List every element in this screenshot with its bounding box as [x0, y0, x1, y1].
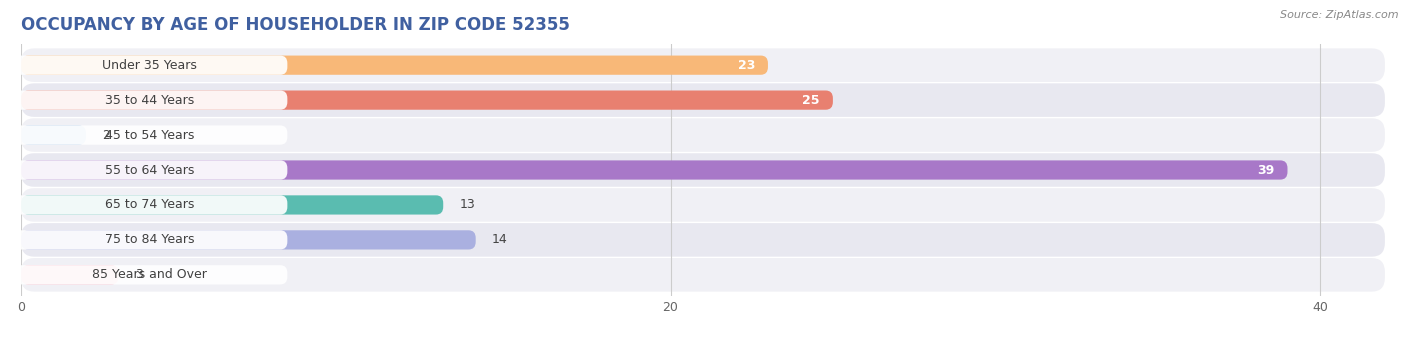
Text: 23: 23	[738, 59, 755, 72]
Text: 2: 2	[103, 129, 110, 141]
FancyBboxPatch shape	[11, 55, 287, 75]
Text: 25: 25	[803, 94, 820, 107]
FancyBboxPatch shape	[11, 90, 287, 110]
Text: 85 Years and Over: 85 Years and Over	[91, 268, 207, 281]
Text: 75 to 84 Years: 75 to 84 Years	[104, 233, 194, 246]
Text: 55 to 64 Years: 55 to 64 Years	[104, 164, 194, 176]
FancyBboxPatch shape	[21, 195, 443, 215]
FancyBboxPatch shape	[21, 258, 1385, 292]
FancyBboxPatch shape	[11, 195, 287, 215]
FancyBboxPatch shape	[11, 160, 287, 180]
FancyBboxPatch shape	[11, 125, 287, 144]
Text: Source: ZipAtlas.com: Source: ZipAtlas.com	[1281, 10, 1399, 20]
FancyBboxPatch shape	[21, 230, 475, 250]
FancyBboxPatch shape	[21, 265, 118, 285]
FancyBboxPatch shape	[11, 265, 287, 285]
FancyBboxPatch shape	[21, 118, 1385, 152]
Text: Under 35 Years: Under 35 Years	[101, 59, 197, 72]
FancyBboxPatch shape	[21, 90, 832, 110]
FancyBboxPatch shape	[21, 153, 1385, 187]
Text: 3: 3	[135, 268, 142, 281]
Text: 13: 13	[460, 199, 475, 211]
FancyBboxPatch shape	[21, 48, 1385, 82]
Text: 65 to 74 Years: 65 to 74 Years	[104, 199, 194, 211]
FancyBboxPatch shape	[11, 230, 287, 250]
FancyBboxPatch shape	[21, 83, 1385, 117]
Text: 35 to 44 Years: 35 to 44 Years	[104, 94, 194, 107]
Text: OCCUPANCY BY AGE OF HOUSEHOLDER IN ZIP CODE 52355: OCCUPANCY BY AGE OF HOUSEHOLDER IN ZIP C…	[21, 16, 569, 34]
FancyBboxPatch shape	[21, 223, 1385, 257]
FancyBboxPatch shape	[21, 188, 1385, 222]
FancyBboxPatch shape	[21, 55, 768, 75]
Text: 45 to 54 Years: 45 to 54 Years	[104, 129, 194, 141]
FancyBboxPatch shape	[21, 125, 86, 144]
Text: 39: 39	[1257, 164, 1274, 176]
Text: 14: 14	[492, 233, 508, 246]
FancyBboxPatch shape	[21, 160, 1288, 180]
